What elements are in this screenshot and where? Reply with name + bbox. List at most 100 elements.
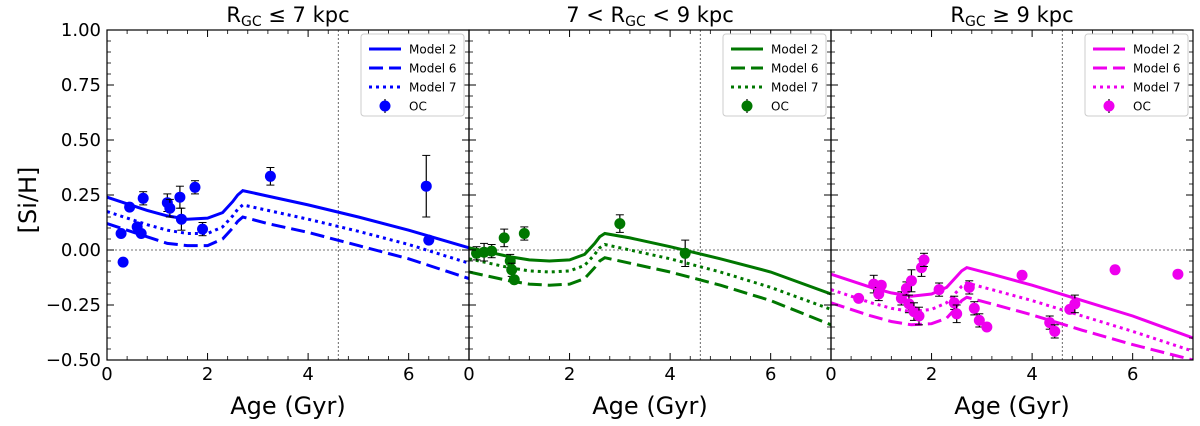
- oc-data-point: [498, 232, 510, 244]
- legend-label: OC: [409, 100, 427, 114]
- legend: Model 2 Model 6 Model 7 OC: [360, 33, 465, 117]
- series-line-model-7: [831, 281, 1193, 353]
- legend-label: Model 2: [409, 43, 456, 57]
- series-line-model-6: [107, 215, 469, 281]
- oc-data-point: [197, 223, 209, 235]
- x-tick-label: 4: [1026, 364, 1037, 385]
- oc-data-point: [948, 297, 960, 309]
- oc-data-point: [486, 245, 498, 257]
- series-line-model-6: [831, 295, 1193, 360]
- oc-data-point: [918, 254, 930, 266]
- panel-title: RGC ≤ 7 kpc: [226, 3, 349, 30]
- panel-title-prefix: 7 <: [566, 3, 610, 27]
- panel-title-symbol: R: [611, 3, 626, 27]
- oc-data-point: [506, 264, 518, 276]
- x-tick-label: 4: [664, 364, 675, 385]
- legend-label: Model 6: [409, 62, 456, 76]
- x-tick-label: 0: [825, 364, 836, 385]
- oc-data-point: [420, 180, 432, 192]
- data-layer: [469, 214, 831, 327]
- series-line-model-2: [107, 188, 469, 250]
- series-line-model-7: [107, 203, 469, 265]
- y-axis-label: [Si/H]: [14, 167, 42, 234]
- oc-data-point: [508, 274, 520, 286]
- oc-data-point: [137, 192, 149, 204]
- oc-data-point: [981, 321, 993, 333]
- y-tick-label: −0.50: [46, 350, 101, 371]
- x-tick-label: 0: [463, 364, 474, 385]
- panel-title: 7 < RGC < 9 kpc: [566, 3, 734, 30]
- x-tick-label: 2: [202, 364, 213, 385]
- oc-data-point: [614, 218, 626, 230]
- panel-title-suffix: < 9 kpc: [646, 3, 734, 27]
- y-tick-label: 1.00: [61, 20, 101, 41]
- legend-label: Model 7: [1133, 81, 1180, 95]
- series-line-model-2: [831, 265, 1193, 340]
- oc-data-point: [933, 284, 945, 296]
- chart-panel-1: 0 2 4 6 −0.50 −0.25 0.00 0.25 0.50 0.75 1.00 Age (G…: [46, 3, 470, 420]
- oc-data-point: [951, 308, 963, 320]
- panel-title-subscript: GC: [625, 14, 646, 30]
- series-line-model-6: [469, 256, 831, 327]
- legend-label: OC: [1133, 100, 1151, 114]
- legend-label: Model 2: [771, 43, 818, 57]
- legend-oc-marker: [379, 100, 391, 112]
- legend: Model 2 Model 6 Model 7 OC: [722, 33, 827, 117]
- legend-label: Model 2: [1133, 43, 1180, 57]
- panel-title-symbol: R: [226, 3, 241, 27]
- legend-box: [1084, 33, 1189, 117]
- x-axis-label: Age (Gyr): [230, 392, 345, 420]
- oc-data-point: [1109, 264, 1121, 276]
- oc-data-point: [1069, 298, 1081, 310]
- y-tick-label: 0.50: [61, 130, 101, 151]
- oc-data-point: [1172, 268, 1184, 280]
- panel-title-subscript: GC: [965, 14, 986, 30]
- y-tick-label: 0.75: [61, 75, 101, 96]
- legend-label: Model 7: [409, 81, 456, 95]
- oc-data-point: [968, 302, 980, 314]
- oc-data-point: [1044, 317, 1056, 329]
- y-tick-label: 0.25: [61, 185, 101, 206]
- legend-oc-marker: [1103, 100, 1115, 112]
- oc-data-point: [423, 234, 435, 246]
- y-tick-label: −0.25: [46, 295, 101, 316]
- legend-box: [722, 33, 827, 117]
- legend-label: Model 6: [771, 62, 818, 76]
- legend-oc-marker: [741, 100, 753, 112]
- legend: Model 2 Model 6 Model 7 OC: [1084, 33, 1189, 117]
- panel-title-symbol: R: [950, 3, 965, 27]
- oc-data-point: [873, 288, 885, 300]
- series-line-model-2: [469, 231, 831, 296]
- x-tick-label: 4: [302, 364, 313, 385]
- legend-label: Model 6: [1133, 62, 1180, 76]
- oc-data-point: [117, 256, 129, 268]
- panel-title-suffix: ≥ 9 kpc: [986, 3, 1074, 27]
- oc-data-point: [913, 310, 925, 322]
- data-layer: [107, 154, 469, 281]
- oc-data-point: [518, 228, 530, 239]
- oc-data-point: [135, 228, 147, 239]
- x-tick-label: 0: [101, 364, 112, 385]
- x-axis-label: Age (Gyr): [954, 392, 1069, 420]
- legend-label: Model 7: [771, 81, 818, 95]
- oc-data-point: [175, 213, 187, 225]
- oc-data-point: [963, 281, 975, 293]
- panel-title: RGC ≥ 9 kpc: [950, 3, 1073, 30]
- x-tick-label: 6: [403, 364, 414, 385]
- series-line-model-7: [469, 242, 831, 311]
- oc-data-point: [1016, 269, 1028, 281]
- panel-title-suffix: ≤ 7 kpc: [262, 3, 350, 27]
- oc-data-point: [504, 255, 516, 267]
- x-axis-label: Age (Gyr): [592, 392, 707, 420]
- oc-data-point: [1049, 325, 1061, 337]
- oc-data-point: [895, 292, 907, 304]
- legend-label: OC: [771, 100, 789, 114]
- oc-data-point: [189, 181, 201, 193]
- oc-data-point: [124, 201, 136, 213]
- oc-data-point: [853, 292, 865, 304]
- oc-data-point: [115, 228, 127, 239]
- panel-title-subscript: GC: [241, 14, 262, 30]
